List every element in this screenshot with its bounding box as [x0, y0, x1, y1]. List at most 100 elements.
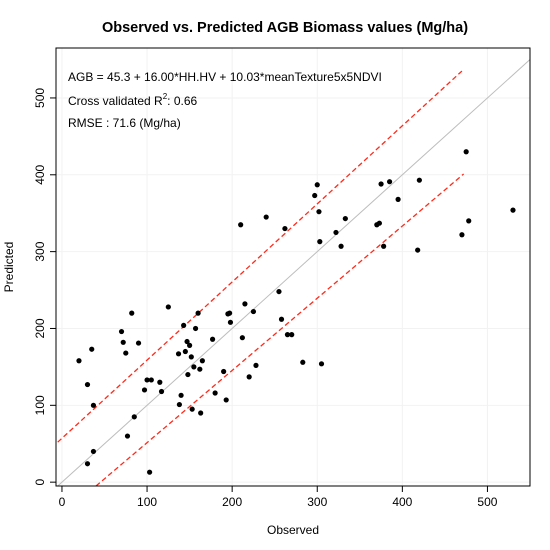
r2-prefix: Cross validated R	[68, 94, 163, 108]
data-point	[195, 310, 201, 316]
grid-lines	[56, 48, 530, 486]
y-tick-label: 100	[33, 395, 47, 415]
r2-superscript: 2	[163, 92, 168, 101]
data-point	[141, 387, 148, 393]
data-point	[129, 310, 135, 316]
data-point	[282, 225, 288, 232]
upper-prediction-interval-line	[57, 70, 463, 443]
data-point	[342, 215, 348, 222]
data-point	[239, 335, 245, 341]
data-point	[395, 196, 401, 202]
data-point	[289, 332, 295, 338]
data-point	[318, 361, 325, 367]
data-point	[89, 346, 95, 352]
data-point	[376, 220, 382, 226]
r2-value: : 0.66	[167, 94, 197, 108]
x-tick-label: 300	[307, 495, 327, 509]
data-point	[192, 325, 199, 332]
x-tick-label: 400	[392, 495, 412, 509]
x-axis: 0 100 200 300 400 500	[59, 486, 498, 509]
rmse-annotation: RMSE : 71.6 (Mg/ha)	[68, 116, 181, 130]
data-point	[238, 222, 244, 228]
data-point	[284, 332, 291, 338]
data-point	[90, 448, 97, 455]
data-point	[223, 397, 229, 403]
data-point	[250, 308, 257, 315]
data-point	[131, 414, 137, 420]
data-point	[157, 379, 163, 385]
data-point	[212, 390, 218, 396]
data-point	[84, 381, 91, 388]
plot-frame	[55, 47, 531, 487]
data-point	[144, 377, 150, 383]
data-point	[120, 339, 126, 345]
data-point	[90, 402, 97, 408]
data-point	[466, 218, 472, 224]
data-point	[317, 239, 323, 245]
data-point	[263, 214, 269, 220]
data-point	[314, 182, 320, 188]
data-point	[333, 229, 339, 236]
data-point	[416, 177, 422, 183]
data-point	[185, 371, 191, 378]
y-axis: 0 100 200 300 400 500	[33, 88, 56, 486]
data-point	[187, 342, 193, 348]
data-point	[316, 209, 322, 215]
data-point	[147, 469, 153, 475]
data-point	[199, 358, 205, 364]
y-tick-label: 200	[33, 318, 47, 338]
lower-prediction-interval-line	[95, 173, 465, 487]
chart-title: Observed vs. Predicted AGB Biomass value…	[102, 20, 468, 36]
data-point	[182, 348, 188, 355]
data-point	[221, 368, 227, 375]
data-point	[135, 340, 142, 346]
equation-annotation: AGB = 45.3 + 16.00*HH.HV + 10.03*meanTex…	[68, 70, 382, 84]
x-tick-label: 200	[222, 495, 242, 509]
data-point	[175, 351, 182, 357]
data-point	[227, 310, 233, 316]
data-point	[158, 388, 165, 395]
data-point	[338, 243, 344, 249]
data-point	[191, 364, 197, 370]
data-point	[118, 328, 125, 335]
data-point	[123, 350, 129, 356]
x-axis-label: Observed	[267, 523, 319, 537]
data-point	[76, 358, 82, 364]
data-point	[227, 319, 234, 325]
x-tick-label: 100	[137, 495, 157, 509]
data-point	[148, 377, 154, 383]
one-to-one-line	[57, 59, 531, 487]
data-points	[76, 149, 516, 475]
data-point	[181, 322, 187, 328]
r2-annotation: Cross validated R2: 0.66	[68, 92, 198, 108]
data-point	[276, 288, 282, 295]
data-point	[246, 374, 252, 380]
data-point	[242, 301, 248, 307]
data-point	[209, 336, 216, 342]
data-point	[278, 316, 285, 322]
data-point	[188, 354, 194, 360]
y-tick-label: 500	[33, 88, 47, 108]
y-tick-label: 300	[33, 241, 47, 261]
data-point	[178, 392, 184, 398]
y-axis-label: Predicted	[2, 242, 16, 293]
data-point	[378, 181, 384, 187]
data-point	[463, 149, 469, 155]
data-point	[176, 401, 182, 408]
data-point	[253, 362, 259, 368]
data-point	[312, 192, 318, 199]
data-point	[415, 247, 421, 253]
x-tick-label: 500	[477, 495, 497, 509]
data-point	[300, 359, 306, 365]
data-point	[84, 461, 91, 467]
data-point	[198, 410, 204, 416]
data-point	[124, 433, 131, 439]
data-point	[381, 243, 387, 249]
data-point	[165, 304, 171, 310]
data-point	[510, 207, 516, 213]
data-point	[459, 232, 465, 238]
x-tick-label: 0	[59, 495, 66, 509]
data-point	[197, 366, 203, 372]
data-point	[184, 338, 190, 345]
